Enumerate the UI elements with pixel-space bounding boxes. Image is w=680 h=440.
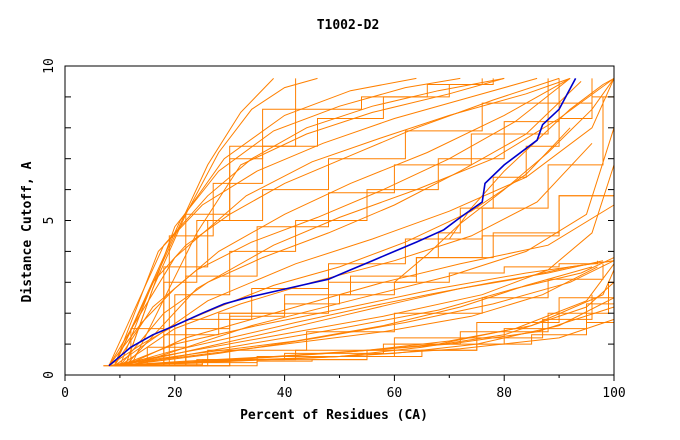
model-series-line xyxy=(124,77,461,366)
model-series-line xyxy=(119,78,593,367)
x-tick-label: 40 xyxy=(277,386,293,401)
x-tick-label: 0 xyxy=(61,386,69,401)
highlight-series-line xyxy=(108,78,577,367)
model-series-line xyxy=(108,164,615,367)
y-axis-label: Distance Cutoff, A xyxy=(20,161,35,302)
x-tick-label: 20 xyxy=(167,386,183,401)
model-series-line xyxy=(416,78,615,259)
x-axis-ticks: 0 20 40 60 80 100 xyxy=(61,375,626,401)
chart-title: T1002-D2 xyxy=(317,18,380,33)
model-series-line xyxy=(108,318,615,367)
y-tick-label: 5 xyxy=(42,217,57,225)
x-tick-label: 80 xyxy=(496,386,512,401)
model-series-line xyxy=(108,127,571,367)
model-series-line xyxy=(119,142,593,367)
model-series-line xyxy=(119,260,604,367)
model-series-line xyxy=(130,127,615,367)
model-series-line xyxy=(108,77,571,366)
y-tick-label: 10 xyxy=(42,58,57,74)
model-series-line xyxy=(114,78,615,367)
highlight-series-layer xyxy=(108,78,577,367)
model-series-line xyxy=(113,77,417,366)
model-series-line xyxy=(119,260,615,367)
model-series-line xyxy=(130,96,604,367)
model-series-line xyxy=(114,269,615,367)
model-series-line xyxy=(119,78,483,367)
model-series-line xyxy=(394,78,615,283)
bundle-series-layer xyxy=(103,77,615,367)
model-series-line xyxy=(119,78,494,367)
y-tick-label: 0 xyxy=(42,371,57,379)
model-series-line xyxy=(125,77,615,367)
y-axis-ticks: 0 5 10 xyxy=(42,58,614,379)
model-series-line xyxy=(108,266,593,367)
model-series-line xyxy=(108,77,571,367)
model-series-line xyxy=(130,276,615,367)
model-series-line xyxy=(103,78,297,367)
model-series-line xyxy=(113,78,274,366)
x-tick-label: 60 xyxy=(387,386,403,401)
model-series-line xyxy=(108,77,505,366)
model-series-line xyxy=(125,204,615,367)
model-series-line xyxy=(114,306,615,367)
model-series-line xyxy=(124,77,318,366)
x-axis-label: Percent of Residues (CA) xyxy=(240,408,428,423)
model-series-line xyxy=(130,78,549,367)
x-tick-label: 100 xyxy=(602,386,625,401)
model-series-line xyxy=(119,257,615,367)
